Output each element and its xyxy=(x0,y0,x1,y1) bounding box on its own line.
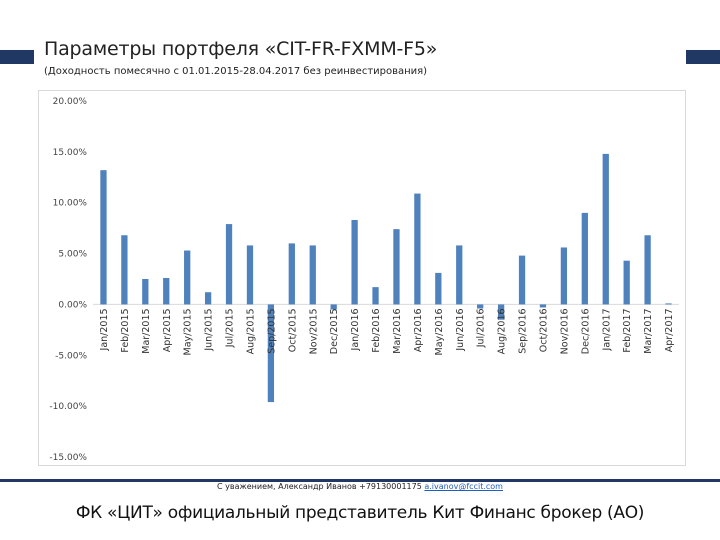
bar-Jun/2016 xyxy=(456,245,463,305)
x-tick-label: Oct/2016 xyxy=(538,308,549,352)
page-subtitle: (Доходность помесячно с 01.01.2015-28.04… xyxy=(44,66,428,77)
bar-Sep/2015 xyxy=(267,304,275,403)
x-tick-label: Dec/2016 xyxy=(580,308,591,354)
y-tick-label: -10.00% xyxy=(49,402,87,412)
footer-divider xyxy=(0,479,720,482)
x-tick-label: Jun/2016 xyxy=(455,308,466,351)
x-tick-label: Jul/2015 xyxy=(225,308,236,348)
x-tick-label: Mar/2015 xyxy=(141,308,152,353)
bar-Jan/2016 xyxy=(351,220,358,305)
bar-Feb/2015 xyxy=(121,235,128,305)
bar-Mar/2016 xyxy=(393,229,400,305)
bar-Dec/2016 xyxy=(581,212,588,305)
bar-May/2016 xyxy=(435,272,442,305)
x-tick-label: Aug/2016 xyxy=(497,308,508,354)
bar-Mar/2015 xyxy=(142,279,149,305)
company-tagline: ФК «ЦИТ» официальный представитель Кит Ф… xyxy=(75,503,645,523)
returns-bar-chart: 20.00% 15.00% 10.00% 5.00% 0.00% -5.00% -10.00… xyxy=(49,97,679,463)
y-tick-label: 5.00% xyxy=(58,250,87,260)
bar-Sep/2016 xyxy=(518,255,526,305)
bar-Jul/2016 xyxy=(477,304,484,309)
x-tick-label: Jan/2015 xyxy=(99,308,110,351)
y-tick-label: 15.00% xyxy=(53,148,88,158)
x-tick-label: Sep/2016 xyxy=(518,308,529,353)
x-tick-label: Jan/2016 xyxy=(350,308,361,351)
bar-Jun/2015 xyxy=(204,292,212,305)
bar-Oct/2015 xyxy=(288,243,295,305)
x-tick-label: May/2015 xyxy=(183,308,194,355)
bar-Aug/2016 xyxy=(497,304,505,320)
x-tick-label: Mar/2017 xyxy=(643,308,654,353)
bar-Feb/2016 xyxy=(372,287,379,305)
right-accent-bar xyxy=(686,50,720,64)
left-accent-bar xyxy=(0,50,34,64)
x-tick-label: Apr/2015 xyxy=(162,308,173,352)
contact-text: С уважением, Александр Иванов +791300011… xyxy=(217,482,425,491)
bar-Apr/2015 xyxy=(163,277,170,305)
bar-Jan/2017 xyxy=(602,153,609,305)
bar-Oct/2016 xyxy=(539,304,547,308)
x-tick-label: Nov/2016 xyxy=(559,308,570,354)
bar-May/2015 xyxy=(184,250,191,305)
contact-line: С уважением, Александр Иванов +791300011… xyxy=(0,482,720,491)
x-tick-label: Feb/2016 xyxy=(371,308,382,352)
y-tick-label: 10.00% xyxy=(53,199,88,209)
bar-Jan/2015 xyxy=(100,170,107,305)
page-title: Параметры портфеля «CIT-FR-FXMM-F5» xyxy=(44,38,438,60)
y-tick-label: 0.00% xyxy=(58,300,87,310)
chart-frame: 20.00% 15.00% 10.00% 5.00% 0.00% -5.00% -10.00… xyxy=(38,90,686,466)
x-tick-label: Nov/2015 xyxy=(308,308,319,354)
y-tick-label: -5.00% xyxy=(55,351,87,361)
bar-Nov/2015 xyxy=(309,245,316,305)
y-tick-label: 20.00% xyxy=(53,97,88,107)
x-tick-label: Apr/2017 xyxy=(664,308,675,352)
y-tick-label: -15.00% xyxy=(49,453,87,463)
x-tick-label: Jul/2016 xyxy=(476,308,487,348)
x-tick-label: Jun/2015 xyxy=(204,308,215,351)
x-tick-label: May/2016 xyxy=(434,308,445,355)
x-tick-label: Mar/2016 xyxy=(392,308,403,353)
bar-Apr/2017 xyxy=(665,303,672,305)
bar-Jul/2015 xyxy=(225,224,233,305)
bar-Apr/2016 xyxy=(414,193,421,305)
bar-Feb/2017 xyxy=(623,260,630,305)
bar-Dec/2015 xyxy=(330,304,337,310)
x-tick-label: Feb/2015 xyxy=(120,308,131,352)
x-tick-label: Sep/2015 xyxy=(266,308,277,353)
x-tick-label: Dec/2015 xyxy=(329,308,340,354)
x-tick-label: Apr/2016 xyxy=(413,308,424,352)
x-tick-label: Feb/2017 xyxy=(622,308,633,352)
x-tick-label: Jan/2017 xyxy=(601,308,612,351)
bar-Nov/2016 xyxy=(560,247,568,305)
bar-Mar/2017 xyxy=(644,235,651,305)
x-tick-label: Aug/2015 xyxy=(245,308,256,354)
x-tick-label: Oct/2015 xyxy=(287,308,298,352)
bar-Aug/2015 xyxy=(246,245,254,305)
contact-email-link[interactable]: a.ivanov@fccit.com xyxy=(424,482,503,491)
